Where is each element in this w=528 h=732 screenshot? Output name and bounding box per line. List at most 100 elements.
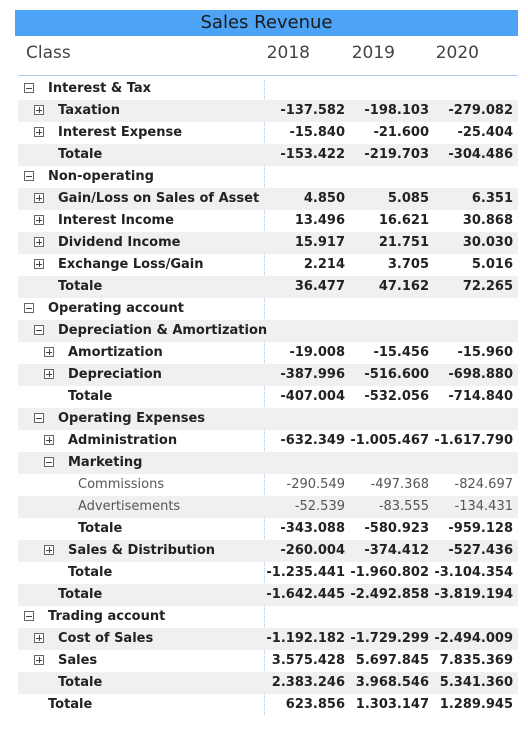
cell-value-2018: -290.549 bbox=[286, 477, 345, 492]
cell-value-2020: 5.341.360 bbox=[439, 675, 513, 690]
cell-value-2019: -83.555 bbox=[378, 499, 429, 514]
row-label: Totale bbox=[68, 565, 113, 580]
year-column-header-2019[interactable]: 2019 bbox=[351, 43, 395, 63]
cell-value-2019: -2.492.858 bbox=[350, 587, 429, 602]
collapse-icon[interactable] bbox=[24, 171, 34, 181]
year-column-header-2020[interactable]: 2020 bbox=[435, 43, 479, 63]
expand-icon[interactable] bbox=[34, 633, 44, 643]
table-row: Depreciation -387.996 -516.600 -698.880 bbox=[18, 364, 518, 386]
row-label: Administration bbox=[68, 433, 178, 448]
cell-value-2020: -25.404 bbox=[457, 125, 513, 140]
collapse-icon[interactable] bbox=[44, 457, 54, 467]
cell-value-2020: -279.082 bbox=[448, 103, 513, 118]
row-label: Interest Expense bbox=[58, 125, 183, 140]
report-title: Sales Revenue bbox=[15, 10, 518, 36]
cell-value-2019: -1.729.299 bbox=[350, 631, 429, 646]
cell-value-2019: -516.600 bbox=[364, 367, 429, 382]
cell-value-2018: 36.477 bbox=[294, 279, 345, 294]
cell-value-2020: -3.819.194 bbox=[434, 587, 513, 602]
cell-value-2019: 3.968.546 bbox=[355, 675, 429, 690]
collapse-icon[interactable] bbox=[24, 611, 34, 621]
row-label: Interest Income bbox=[58, 213, 174, 228]
cell-value-2018: 13.496 bbox=[294, 213, 345, 228]
expand-icon[interactable] bbox=[34, 655, 44, 665]
table-row: Gain/Loss on Sales of Asset 4.850 5.085 6.3… bbox=[18, 188, 518, 210]
row-label: Commissions bbox=[78, 477, 165, 492]
collapse-icon[interactable] bbox=[34, 325, 44, 335]
collapse-icon[interactable] bbox=[24, 83, 34, 93]
table-row: Interest Income 13.496 16.621 30.868 bbox=[18, 210, 518, 232]
table-row: Non-operating bbox=[18, 166, 518, 188]
expand-icon[interactable] bbox=[34, 237, 44, 247]
cell-value-2018: -52.539 bbox=[294, 499, 345, 514]
expand-icon[interactable] bbox=[34, 127, 44, 137]
cell-value-2018: -343.088 bbox=[280, 521, 345, 536]
collapse-icon[interactable] bbox=[34, 413, 44, 423]
cell-value-2019: -219.703 bbox=[364, 147, 429, 162]
row-label: Totale bbox=[58, 279, 103, 294]
expand-icon[interactable] bbox=[44, 369, 54, 379]
cell-value-2020: 5.016 bbox=[471, 257, 513, 272]
cell-value-2020: -134.431 bbox=[454, 499, 513, 514]
cell-value-2020: 7.835.369 bbox=[439, 653, 513, 668]
class-column-header[interactable]: Class bbox=[26, 43, 71, 63]
cell-value-2018: 15.917 bbox=[294, 235, 345, 250]
cell-value-2018: 4.850 bbox=[303, 191, 345, 206]
cell-value-2019: 47.162 bbox=[378, 279, 429, 294]
table-row: Marketing bbox=[18, 452, 518, 474]
expand-icon[interactable] bbox=[44, 545, 54, 555]
cell-value-2019: 3.705 bbox=[387, 257, 429, 272]
row-label: Marketing bbox=[68, 455, 143, 470]
cell-value-2019: 21.751 bbox=[378, 235, 429, 250]
row-label: Operating Expenses bbox=[58, 411, 206, 426]
cell-value-2018: -1.642.445 bbox=[266, 587, 345, 602]
expand-icon[interactable] bbox=[44, 435, 54, 445]
cell-value-2020: -3.104.354 bbox=[434, 565, 513, 580]
table-row: Totale -153.422 -219.703 -304.486 bbox=[18, 144, 518, 166]
row-label: Sales bbox=[58, 653, 98, 668]
row-label: Non-operating bbox=[48, 169, 154, 184]
cell-value-2020: -304.486 bbox=[448, 147, 513, 162]
row-label: Totale bbox=[68, 389, 113, 404]
cell-value-2020: -15.960 bbox=[457, 345, 513, 360]
table-row: Depreciation & Amortization bbox=[18, 320, 518, 342]
year-column-header-2018[interactable]: 2018 bbox=[266, 43, 310, 63]
table-row: Totale -1.642.445 -2.492.858 -3.819.194 bbox=[18, 584, 518, 606]
row-label: Dividend Income bbox=[58, 235, 181, 250]
row-label: Sales & Distribution bbox=[68, 543, 216, 558]
cell-value-2020: 30.030 bbox=[462, 235, 513, 250]
cell-value-2019: -497.368 bbox=[370, 477, 429, 492]
expand-icon[interactable] bbox=[34, 105, 44, 115]
cell-value-2019: 5.697.845 bbox=[355, 653, 429, 668]
cell-value-2020: -714.840 bbox=[448, 389, 513, 404]
cell-value-2018: -15.840 bbox=[289, 125, 345, 140]
table-row: Commissions -290.549 -497.368 -824.697 bbox=[18, 474, 518, 496]
cell-value-2020: 1.289.945 bbox=[439, 697, 513, 712]
collapse-icon[interactable] bbox=[24, 303, 34, 313]
table-row: Trading account bbox=[18, 606, 518, 628]
cell-value-2020: -824.697 bbox=[454, 477, 513, 492]
cell-value-2020: -698.880 bbox=[448, 367, 513, 382]
cell-value-2020: 30.868 bbox=[462, 213, 513, 228]
table-row: Advertisements -52.539 -83.555 -134.431 bbox=[18, 496, 518, 518]
cell-value-2019: -1.960.802 bbox=[350, 565, 429, 580]
table-row: Operating Expenses bbox=[18, 408, 518, 430]
expand-icon[interactable] bbox=[34, 259, 44, 269]
table-row: Cost of Sales -1.192.182 -1.729.299 -2.494.… bbox=[18, 628, 518, 650]
cell-value-2020: -2.494.009 bbox=[434, 631, 513, 646]
table-row: Amortization -19.008 -15.456 -15.960 bbox=[18, 342, 518, 364]
matrix-table: Interest & Tax Taxation -137.582 -198.103 -2… bbox=[18, 78, 518, 716]
table-row: Administration -632.349 -1.005.467 -1.617.7… bbox=[18, 430, 518, 452]
row-label: Advertisements bbox=[78, 499, 181, 514]
cell-value-2020: 6.351 bbox=[471, 191, 513, 206]
table-row: Sales & Distribution -260.004 -374.412 -527… bbox=[18, 540, 518, 562]
row-label: Totale bbox=[78, 521, 123, 536]
expand-icon[interactable] bbox=[34, 193, 44, 203]
expand-icon[interactable] bbox=[44, 347, 54, 357]
table-row: Dividend Income 15.917 21.751 30.030 bbox=[18, 232, 518, 254]
row-label: Taxation bbox=[58, 103, 120, 118]
expand-icon[interactable] bbox=[34, 215, 44, 225]
cell-value-2019: -198.103 bbox=[364, 103, 429, 118]
table-row: Totale -1.235.441 -1.960.802 -3.104.354 bbox=[18, 562, 518, 584]
cell-value-2020: 72.265 bbox=[462, 279, 513, 294]
